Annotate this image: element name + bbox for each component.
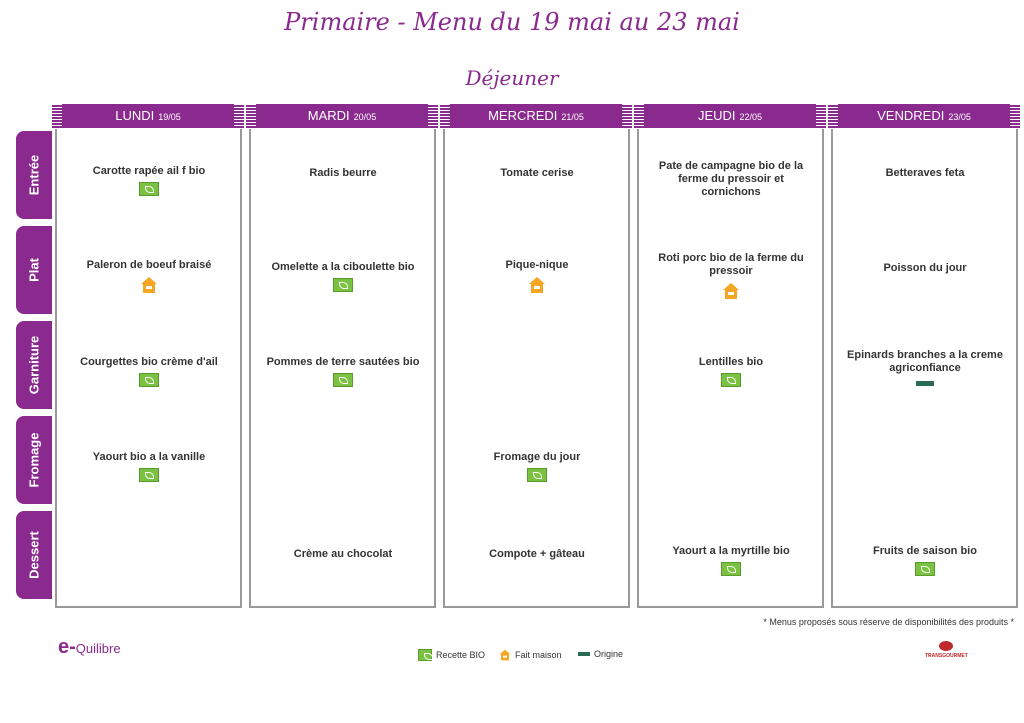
bio-leaf-icon — [139, 468, 159, 482]
legend-bio: Recette BIO — [418, 649, 485, 661]
homemade-house-icon — [723, 283, 739, 299]
menu-item-garniture: Epinards branches a la creme agriconfian… — [833, 349, 1017, 390]
menu-item-entree: Carotte rapée ail f bio — [57, 165, 241, 200]
bio-leaf-icon — [527, 468, 547, 482]
day-column-lundi: LUNDI 19/05 Carotte rapée ail f bio Paler… — [52, 104, 244, 608]
page-title: Primaire - Menu du 19 mai au 23 mai — [284, 8, 740, 36]
day-header-mercredi: MERCREDI 21/05 — [440, 104, 632, 128]
day-name: MARDI — [307, 108, 350, 123]
day-date: 20/05 — [353, 112, 377, 122]
menu-item-plat: Poisson du jour — [883, 262, 967, 274]
day-body: Tomate cerise Pique-nique Fromage du jou… — [443, 129, 630, 608]
day-column-mardi: MARDI 20/05 Radis beurre Omelette a la ci… — [246, 104, 438, 608]
menu-item-dessert: Crème au chocolat — [293, 548, 393, 560]
bio-leaf-icon — [721, 373, 741, 387]
bio-leaf-icon — [333, 373, 353, 387]
day-column-vendredi: VENDREDI 23/05 Betteraves feta Poisson du… — [828, 104, 1020, 608]
row-label-entree: Entrée — [16, 131, 52, 219]
menu-item-entree: Betteraves feta — [885, 167, 965, 179]
day-header-lundi: LUNDI 19/05 — [52, 104, 244, 128]
origin-flag-icon — [578, 652, 590, 656]
menu-item-entree: Tomate cerise — [500, 167, 574, 179]
menu-item-dessert: Compote + gâteau — [489, 548, 585, 560]
origin-flag-icon — [916, 381, 934, 386]
row-label-garniture: Garniture — [16, 321, 52, 409]
day-name: MERCREDI — [488, 108, 558, 123]
menu-item-dessert: Fruits de saison bio — [833, 545, 1017, 580]
bio-leaf-icon — [139, 373, 159, 387]
menu-item-garniture: Courgettes bio crème d'ail — [57, 356, 241, 391]
menu-item-plat: Roti porc bio de la ferme du pressoir — [639, 252, 823, 304]
day-header-vendredi: VENDREDI 23/05 — [828, 104, 1020, 128]
menu-item-fromage: Yaourt bio a la vanille — [57, 451, 241, 486]
menu-item-dessert: Yaourt a la myrtille bio — [639, 545, 823, 580]
bio-leaf-icon — [721, 562, 741, 576]
day-name: JEUDI — [697, 108, 736, 123]
bio-leaf-icon — [915, 562, 935, 576]
availability-note: * Menus proposés sous réserve de disponi… — [763, 617, 1014, 627]
menu-item-fromage: Fromage du jour — [445, 451, 629, 486]
menu-item-entree: Pate de campagne bio de la ferme du pres… — [658, 160, 804, 198]
equilibre-logo: e-Quilibre — [58, 636, 121, 658]
row-label-dessert: Dessert — [16, 511, 52, 599]
day-date: 19/05 — [158, 112, 181, 122]
menu-item-plat: Paleron de boeuf braisé — [57, 259, 241, 298]
homemade-house-icon — [141, 277, 157, 293]
day-name: VENDREDI — [877, 108, 945, 123]
legend-homemade: Fait maison — [499, 649, 562, 661]
day-date: 21/05 — [561, 112, 584, 122]
day-body: Betteraves feta Poisson du jour Epinards… — [831, 129, 1018, 608]
day-column-jeudi: JEUDI 22/05 Pate de campagne bio de la fe… — [634, 104, 826, 608]
day-body: Pate de campagne bio de la ferme du pres… — [637, 129, 824, 608]
transgourmet-logo: TRANSGOURMET — [925, 641, 968, 659]
row-label-fromage: Fromage — [16, 416, 52, 504]
menu-item-entree: Radis beurre — [309, 167, 377, 179]
menu-item-plat: Omelette a la ciboulette bio — [251, 261, 435, 296]
day-body: Radis beurre Omelette a la ciboulette bi… — [249, 129, 436, 608]
day-date: 23/05 — [948, 112, 971, 122]
menu-item-garniture: Lentilles bio — [639, 356, 823, 391]
transgourmet-mark-icon — [939, 641, 954, 651]
legend-origin: Origine — [578, 649, 623, 659]
day-name: LUNDI — [115, 108, 155, 123]
day-header-jeudi: JEUDI 22/05 — [634, 104, 826, 128]
bio-leaf-icon — [418, 649, 433, 661]
menu-item-garniture: Pommes de terre sautées bio — [251, 356, 435, 391]
row-label-plat: Plat — [16, 226, 52, 314]
bio-leaf-icon — [139, 182, 159, 196]
day-header-mardi: MARDI 20/05 — [246, 104, 438, 128]
day-column-mercredi: MERCREDI 21/05 Tomate cerise Pique-nique … — [440, 104, 632, 608]
menu-item-plat: Pique-nique — [445, 259, 629, 298]
homemade-house-icon — [529, 277, 545, 293]
day-body: Carotte rapée ail f bio Paleron de boeuf… — [55, 129, 242, 608]
homemade-house-icon — [499, 649, 511, 661]
bio-leaf-icon — [333, 278, 353, 292]
day-date: 22/05 — [739, 112, 763, 122]
meal-subtitle: Déjeuner — [465, 66, 559, 90]
